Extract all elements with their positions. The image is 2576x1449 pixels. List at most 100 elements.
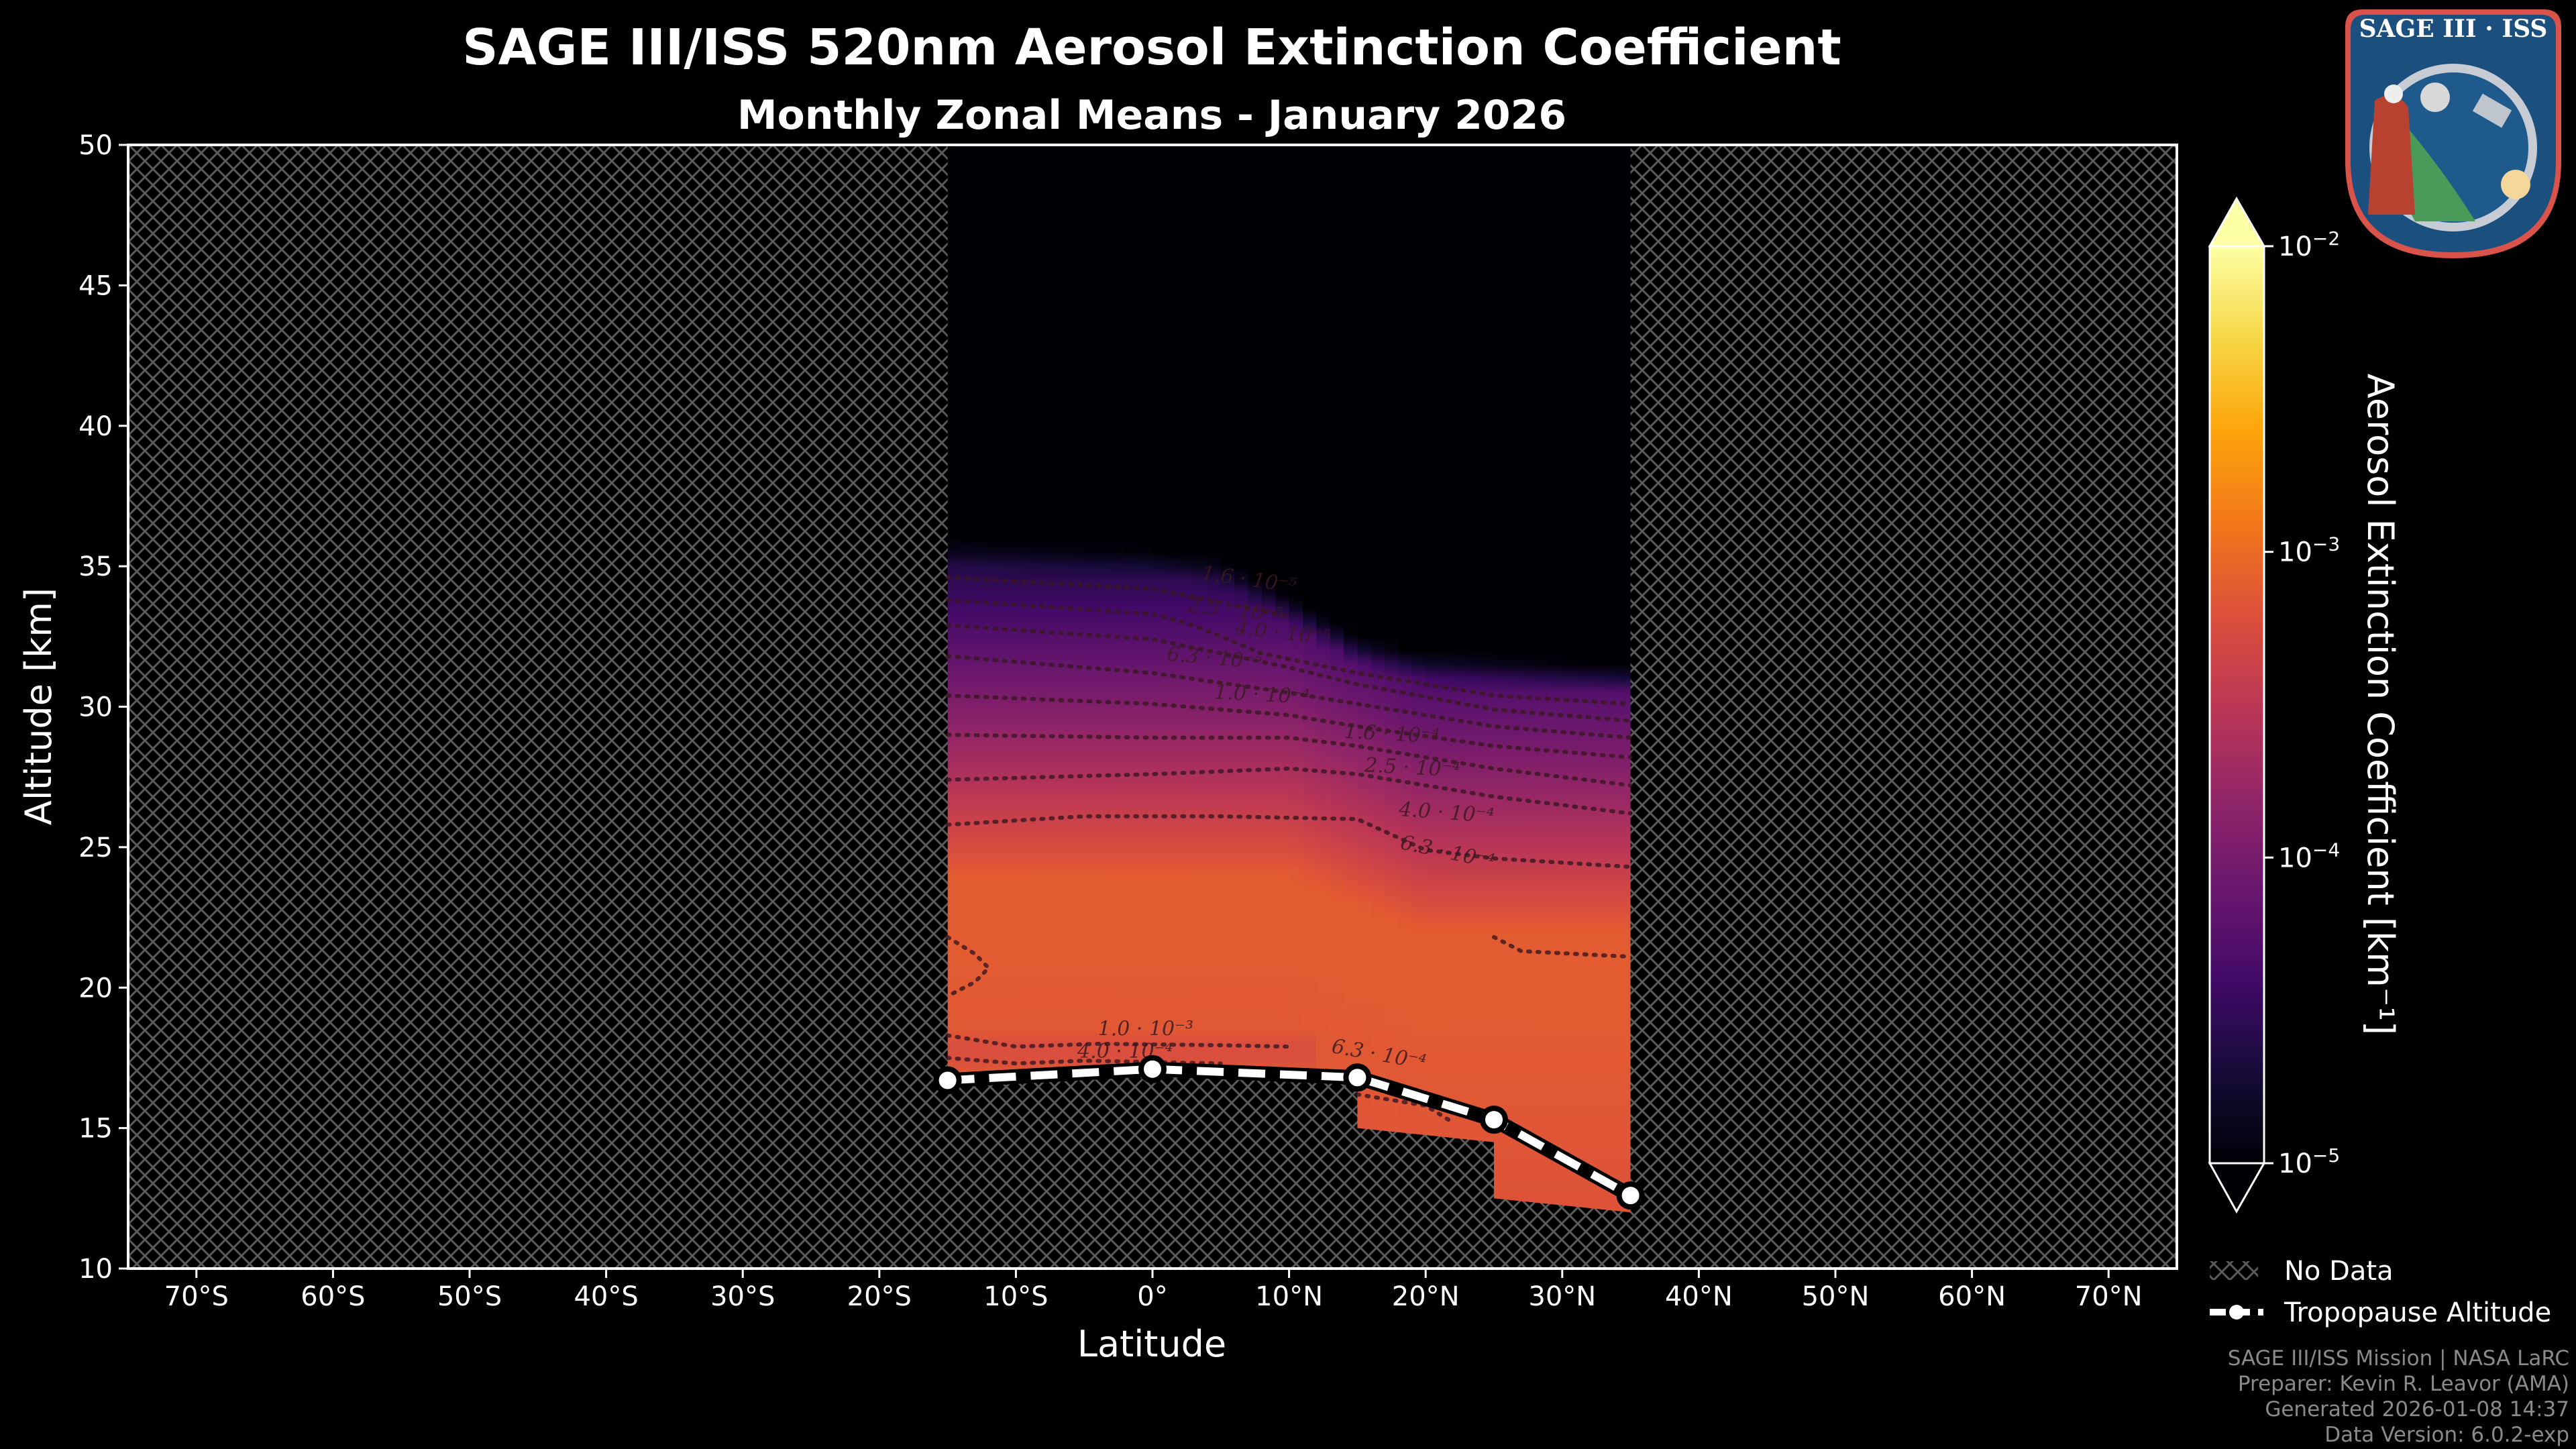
x-tick-label: 20°N [1392, 1281, 1460, 1312]
contour-line [945, 934, 991, 998]
field-column [1207, 145, 1222, 1213]
field-column [988, 145, 1004, 1213]
x-tick-label: 20°S [847, 1281, 912, 1312]
sage-iss-mission-logo: SAGE III · ISS [2345, 9, 2561, 258]
logo-title: SAGE III · ISS [2359, 15, 2548, 43]
x-axis: 70°S 60°S 50°S 40°S 30°S 20°S 10°S 0° 10°N 20°N 30… [164, 1269, 2143, 1312]
y-tick-label: 25 [78, 833, 113, 863]
y-axis: 10 15 20 25 30 35 40 45 50 [78, 130, 128, 1285]
x-axis-label: Latitude [1077, 1323, 1226, 1365]
contour-line [945, 654, 1633, 740]
x-tick-label: 10°S [983, 1281, 1048, 1312]
field-column [1576, 145, 1591, 1213]
chart-subtitle: Monthly Zonal Means - January 2026 [737, 92, 1566, 139]
legend-hatch-icon [2210, 1261, 2258, 1280]
colorbar: 10−2 10−3 10−4 10−5 Aerosol Extinction Coef… [2208, 196, 2402, 1214]
colorbar-tick-label: 10−2 [2278, 227, 2340, 262]
colorbar-body [2210, 246, 2264, 1163]
contour-label: 2.5 · 10⁻⁴ [1363, 753, 1460, 782]
field-column [1070, 145, 1085, 1213]
field-column [1002, 145, 1017, 1213]
field-column [1097, 145, 1112, 1213]
x-tick-label: 10°N [1255, 1281, 1323, 1312]
colorbar-extend-top [2208, 196, 2266, 248]
tropopause-dashes [947, 1065, 1633, 1199]
field-column [1084, 145, 1099, 1213]
contour-line [945, 733, 1633, 788]
x-tick-label: 30°S [710, 1281, 775, 1312]
legend: No Data Tropopause Altitude [2210, 1256, 2551, 1328]
field-column [1289, 145, 1303, 1213]
legend-tropopause-icon [2210, 1305, 2263, 1320]
field-column [1439, 145, 1454, 1213]
field-column [1111, 145, 1126, 1213]
field-column [1535, 145, 1550, 1213]
field-column [1152, 145, 1167, 1213]
field-column [1043, 145, 1058, 1213]
x-tick-label: 50°N [1802, 1281, 1870, 1312]
contour-line [945, 598, 1633, 706]
y-tick-label: 30 [78, 692, 113, 723]
field-column [1316, 145, 1331, 1213]
y-tick-label: 40 [78, 411, 113, 442]
field-column [1398, 145, 1413, 1213]
field-column [1426, 145, 1440, 1213]
field-column [1617, 145, 1631, 1213]
contour-line [945, 575, 1291, 619]
field-column [1125, 145, 1140, 1213]
x-tick-label: 70°N [2075, 1281, 2143, 1312]
y-tick-label: 10 [78, 1254, 113, 1285]
y-tick-label: 35 [78, 551, 113, 582]
colorbar-tick-label: 10−3 [2278, 533, 2340, 568]
footer-version: Data Version: 6.0.2-exp [2324, 1423, 2569, 1447]
tropopause-point [1480, 1106, 1508, 1134]
y-tick-label: 15 [78, 1114, 113, 1144]
field-column [1166, 145, 1181, 1213]
legend-label-tropopause: Tropopause Altitude [2284, 1297, 2551, 1328]
contour-label: 1.6 · 10⁻⁴ [1344, 720, 1440, 748]
field-column [1603, 145, 1618, 1213]
footer-preparer: Preparer: Kevin R. Leavor (AMA) [2238, 1372, 2569, 1396]
colorbar-tick-label: 10−4 [2278, 839, 2340, 873]
colorbar-label: Aerosol Extinction Coefficient [km⁻¹] [2359, 374, 2402, 1035]
x-tick-label: 70°S [164, 1281, 229, 1312]
field-column [1521, 145, 1536, 1213]
field-column [1344, 145, 1358, 1213]
field-column [1057, 145, 1071, 1213]
y-axis-label: Altitude [km] [17, 588, 60, 825]
y-tick-label: 50 [78, 130, 113, 161]
field-column [1248, 145, 1263, 1213]
x-tick-label: 40°N [1665, 1281, 1733, 1312]
field-column [1275, 145, 1290, 1213]
x-tick-label: 60°S [301, 1281, 365, 1312]
field-column [1589, 145, 1604, 1213]
contour-line [945, 693, 1633, 759]
field-column [1138, 145, 1153, 1213]
field-column [1371, 145, 1386, 1213]
y-tick-label: 45 [78, 270, 113, 301]
tropopause-line [933, 1055, 1645, 1210]
field-column [1016, 145, 1030, 1213]
field-column [1029, 145, 1044, 1213]
footer: SAGE III/ISS Mission | NASA LaRC Prepare… [2228, 1346, 2569, 1447]
field-column [1562, 145, 1577, 1213]
footer-mission: SAGE III/ISS Mission | NASA LaRC [2228, 1346, 2569, 1371]
contour-line [945, 766, 1633, 816]
field-column [1234, 145, 1249, 1213]
field-column [1220, 145, 1236, 1213]
field-column [1261, 145, 1277, 1213]
field-column [1452, 145, 1468, 1213]
field-column [1179, 145, 1195, 1213]
field-column [1480, 145, 1495, 1213]
field-column [1302, 145, 1318, 1213]
x-tick-label: 40°S [574, 1281, 638, 1312]
tropopause-point [1616, 1181, 1645, 1210]
x-tick-label: 30°N [1528, 1281, 1596, 1312]
y-tick-label: 20 [78, 973, 113, 1004]
contour-line [945, 623, 1633, 723]
colorbar-extend-bottom [2208, 1162, 2266, 1214]
tropopause-point [1138, 1055, 1167, 1083]
field-column [947, 145, 962, 1213]
extinction-field [947, 145, 1631, 1213]
